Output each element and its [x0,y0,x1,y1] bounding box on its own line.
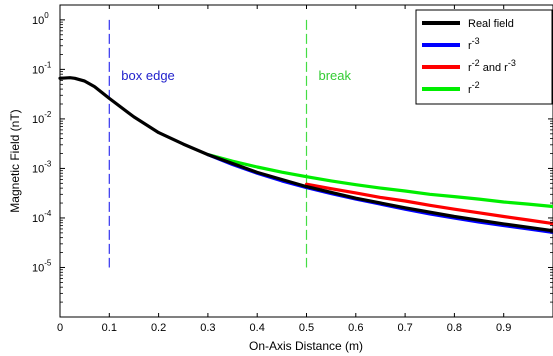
legend-label-3: r-2 [468,80,480,96]
x-tick-label-4: 0.4 [250,322,265,334]
x-tick-label-2: 0.2 [151,322,166,334]
x-tick-label-0: 0 [57,322,63,334]
legend-box [415,9,553,105]
x-tick-label-9: 0.9 [496,322,511,334]
data-series [58,76,553,234]
y-tick-label-0: 100 [32,11,49,27]
x-tick-label-1: 0.1 [102,322,117,334]
y-tick-label-5: 10-5 [32,258,52,274]
y-tick-label-3: 10-3 [32,159,52,175]
vline-label-0: box edge [121,68,175,83]
x-tick-label-3: 0.3 [200,322,215,334]
reference-lines: box edge break [108,19,352,268]
series-line-3 [206,153,553,209]
x-tick-label-7: 0.7 [397,322,412,334]
x-tick-label-8: 0.8 [447,322,462,334]
legend-label-2: r-2 and r-3 [468,58,516,74]
legend: Real field r-3 r-2 and r-3 r-2 [415,9,553,105]
legend-label-0: Real field [468,18,514,30]
y-axis-label: Magnetic Field (nT) [8,109,22,212]
y-tick-label-2: 10-2 [32,110,52,126]
series-line-0 [58,76,553,233]
y-tick-label-1: 10-1 [32,60,52,76]
x-tick-label-6: 0.6 [348,322,363,334]
vline-label-1: break [319,68,352,83]
y-tick-label-4: 10-4 [32,209,52,225]
series-line-2 [304,182,553,226]
legend-label-1: r-3 [468,36,480,52]
x-axis-label: On-Axis Distance (m) [249,339,363,353]
x-tick-label-5: 0.5 [299,322,314,334]
